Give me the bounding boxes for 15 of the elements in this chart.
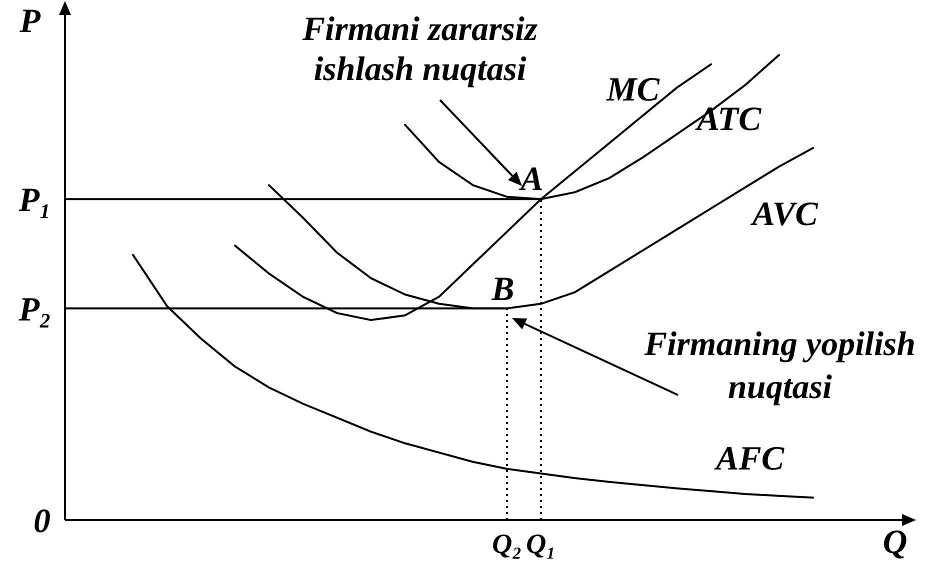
annotation: B <box>490 271 514 308</box>
text: 0 <box>34 503 50 540</box>
series-label: AVC <box>750 196 818 233</box>
x-tick-label: Q₂ <box>492 529 522 560</box>
annotation: Firmani zararsiz ishlash nuqtasi <box>301 11 538 88</box>
annotation: Firmaning yopilish nuqtasi <box>643 326 916 406</box>
annotation: A <box>518 161 544 198</box>
ref-line-label: P₁ <box>18 182 52 220</box>
ref-line-label: P₂ <box>18 291 52 328</box>
series-label: ATC <box>694 101 762 138</box>
y-axis-title: P <box>18 3 41 40</box>
series-label: AFC <box>714 440 784 478</box>
series-label: MC <box>606 71 660 108</box>
x-axis-title: Q <box>882 524 908 561</box>
x-tick-label: Q₁ <box>526 529 556 560</box>
